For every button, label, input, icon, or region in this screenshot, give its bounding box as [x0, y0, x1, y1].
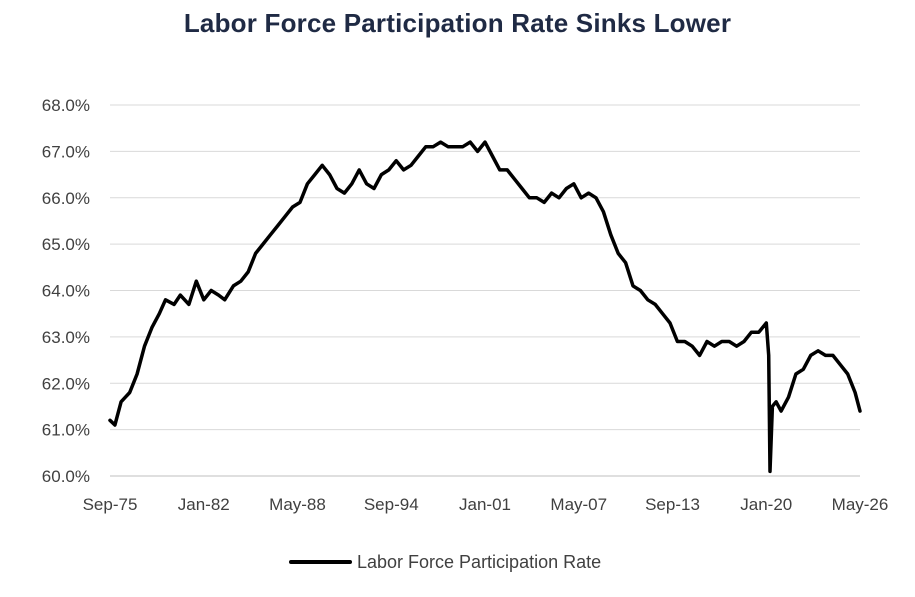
gridlines — [110, 104, 860, 477]
legend: Labor Force Participation Rate — [289, 552, 601, 572]
x-tick-label: May-88 — [269, 495, 326, 514]
y-tick-label: 66.0% — [42, 189, 90, 208]
series-group — [108, 140, 862, 474]
x-tick-label: Jan-82 — [178, 495, 230, 514]
x-axis: Sep-75 Jan-82 May-88 Sep-94 Jan-01 May-07 Sep-… — [83, 495, 889, 514]
x-tick-label: Jan-20 — [740, 495, 792, 514]
legend-label: Labor Force Participation Rate — [357, 552, 601, 572]
x-tick-label: Sep-75 — [83, 495, 138, 514]
series-line — [108, 140, 862, 474]
x-tick-label: May-26 — [832, 495, 889, 514]
x-tick-label: Sep-13 — [645, 495, 700, 514]
x-tick-label: May-07 — [550, 495, 607, 514]
x-tick-label: Jan-01 — [459, 495, 511, 514]
x-tick-label: Sep-94 — [364, 495, 419, 514]
y-tick-label: 62.0% — [42, 374, 90, 393]
y-tick-label: 67.0% — [42, 142, 90, 161]
y-tick-label: 65.0% — [42, 235, 90, 254]
y-tick-label: 61.0% — [42, 421, 90, 440]
chart-title: Labor Force Participation Rate Sinks Low… — [183, 8, 732, 38]
y-tick-label: 68.0% — [42, 96, 90, 115]
y-tick-label: 63.0% — [42, 328, 90, 347]
y-tick-label: 60.0% — [42, 467, 90, 486]
y-tick-label: 64.0% — [42, 282, 90, 301]
y-axis: 60.0% 61.0% 62.0% 63.0% 64.0% 65.0% 66.0% 67.0%… — [42, 96, 90, 486]
